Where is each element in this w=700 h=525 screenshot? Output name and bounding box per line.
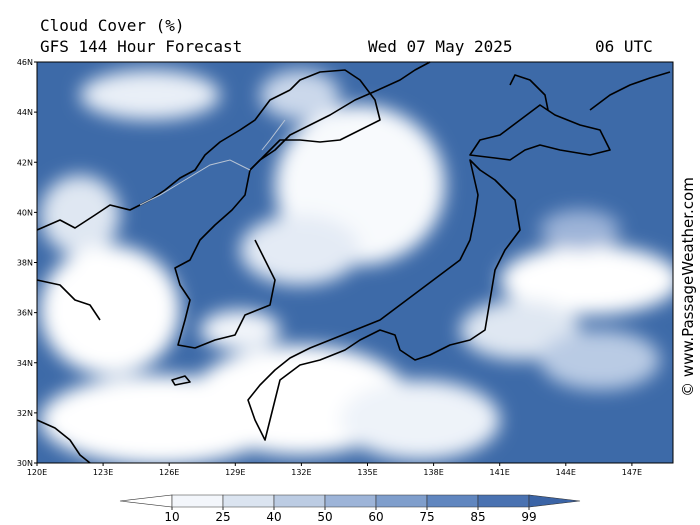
lon-label: 132E [291, 468, 311, 477]
lon-label: 135E [357, 468, 377, 477]
date: Wed 07 May 2025 [368, 37, 513, 56]
colorbar-segment [119, 494, 173, 508]
lon-label: 138E [423, 468, 443, 477]
coast-north [36, 89, 291, 231]
cloud-blobs [40, 70, 673, 463]
lon-label: 123E [93, 468, 113, 477]
colorbar-segment [222, 494, 275, 508]
coast-jeju [171, 375, 191, 386]
colorbar: 10 25 40 50 60 75 85 99 [119, 494, 581, 524]
colorbar-label: 50 [317, 510, 332, 524]
coast-china-south [36, 419, 91, 464]
lat-label: 40N [17, 208, 33, 217]
colorbar-label: 85 [470, 510, 485, 524]
coast-russia [249, 61, 431, 171]
lon-label: 120E [27, 468, 47, 477]
lat-label: 30N [17, 459, 33, 468]
lon-label: 144E [556, 468, 576, 477]
coastlines [36, 61, 671, 464]
colorbar-label: 10 [164, 510, 179, 524]
colorbar-segment [375, 494, 428, 508]
colorbar-segment [171, 494, 224, 508]
cloud-field [37, 62, 673, 463]
colorbar-segment [273, 494, 326, 508]
time: 06 UTC [595, 37, 653, 56]
colorbar-segment [477, 494, 530, 508]
border-line [139, 159, 251, 206]
lat-label: 36N [17, 309, 33, 318]
lon-label: 141E [490, 468, 510, 477]
lat-label: 44N [17, 108, 33, 117]
coast-korea [174, 69, 381, 349]
colorbar-label: 99 [521, 510, 536, 524]
colorbar-label: 40 [266, 510, 281, 524]
coast-sakhalin [509, 74, 549, 111]
lat-label: 34N [17, 359, 33, 368]
colorbar-segment [426, 494, 479, 508]
coast-kurils [589, 71, 671, 111]
colorbar-label: 75 [419, 510, 434, 524]
lat-label: 32N [17, 409, 33, 418]
credit: © www.PassageWeather.com [679, 177, 697, 397]
lat-label: 42N [17, 158, 33, 167]
model: GFS 144 Hour Forecast [40, 37, 242, 56]
border-line [261, 119, 286, 151]
lon-label: 129E [225, 468, 245, 477]
lon-label: 147E [622, 468, 642, 477]
colorbar-label: 60 [368, 510, 383, 524]
colorbar-segment [528, 494, 581, 508]
coast-honshu [247, 159, 521, 441]
title: Cloud Cover (%) [40, 16, 185, 35]
colorbar-segment [324, 494, 377, 508]
lat-label: 38N [17, 259, 33, 268]
lon-label: 126E [159, 468, 179, 477]
coast-hokkaido [469, 104, 611, 161]
coast-shandong [36, 279, 101, 321]
lat-label: 46N [17, 58, 33, 67]
colorbar-label: 25 [215, 510, 230, 524]
